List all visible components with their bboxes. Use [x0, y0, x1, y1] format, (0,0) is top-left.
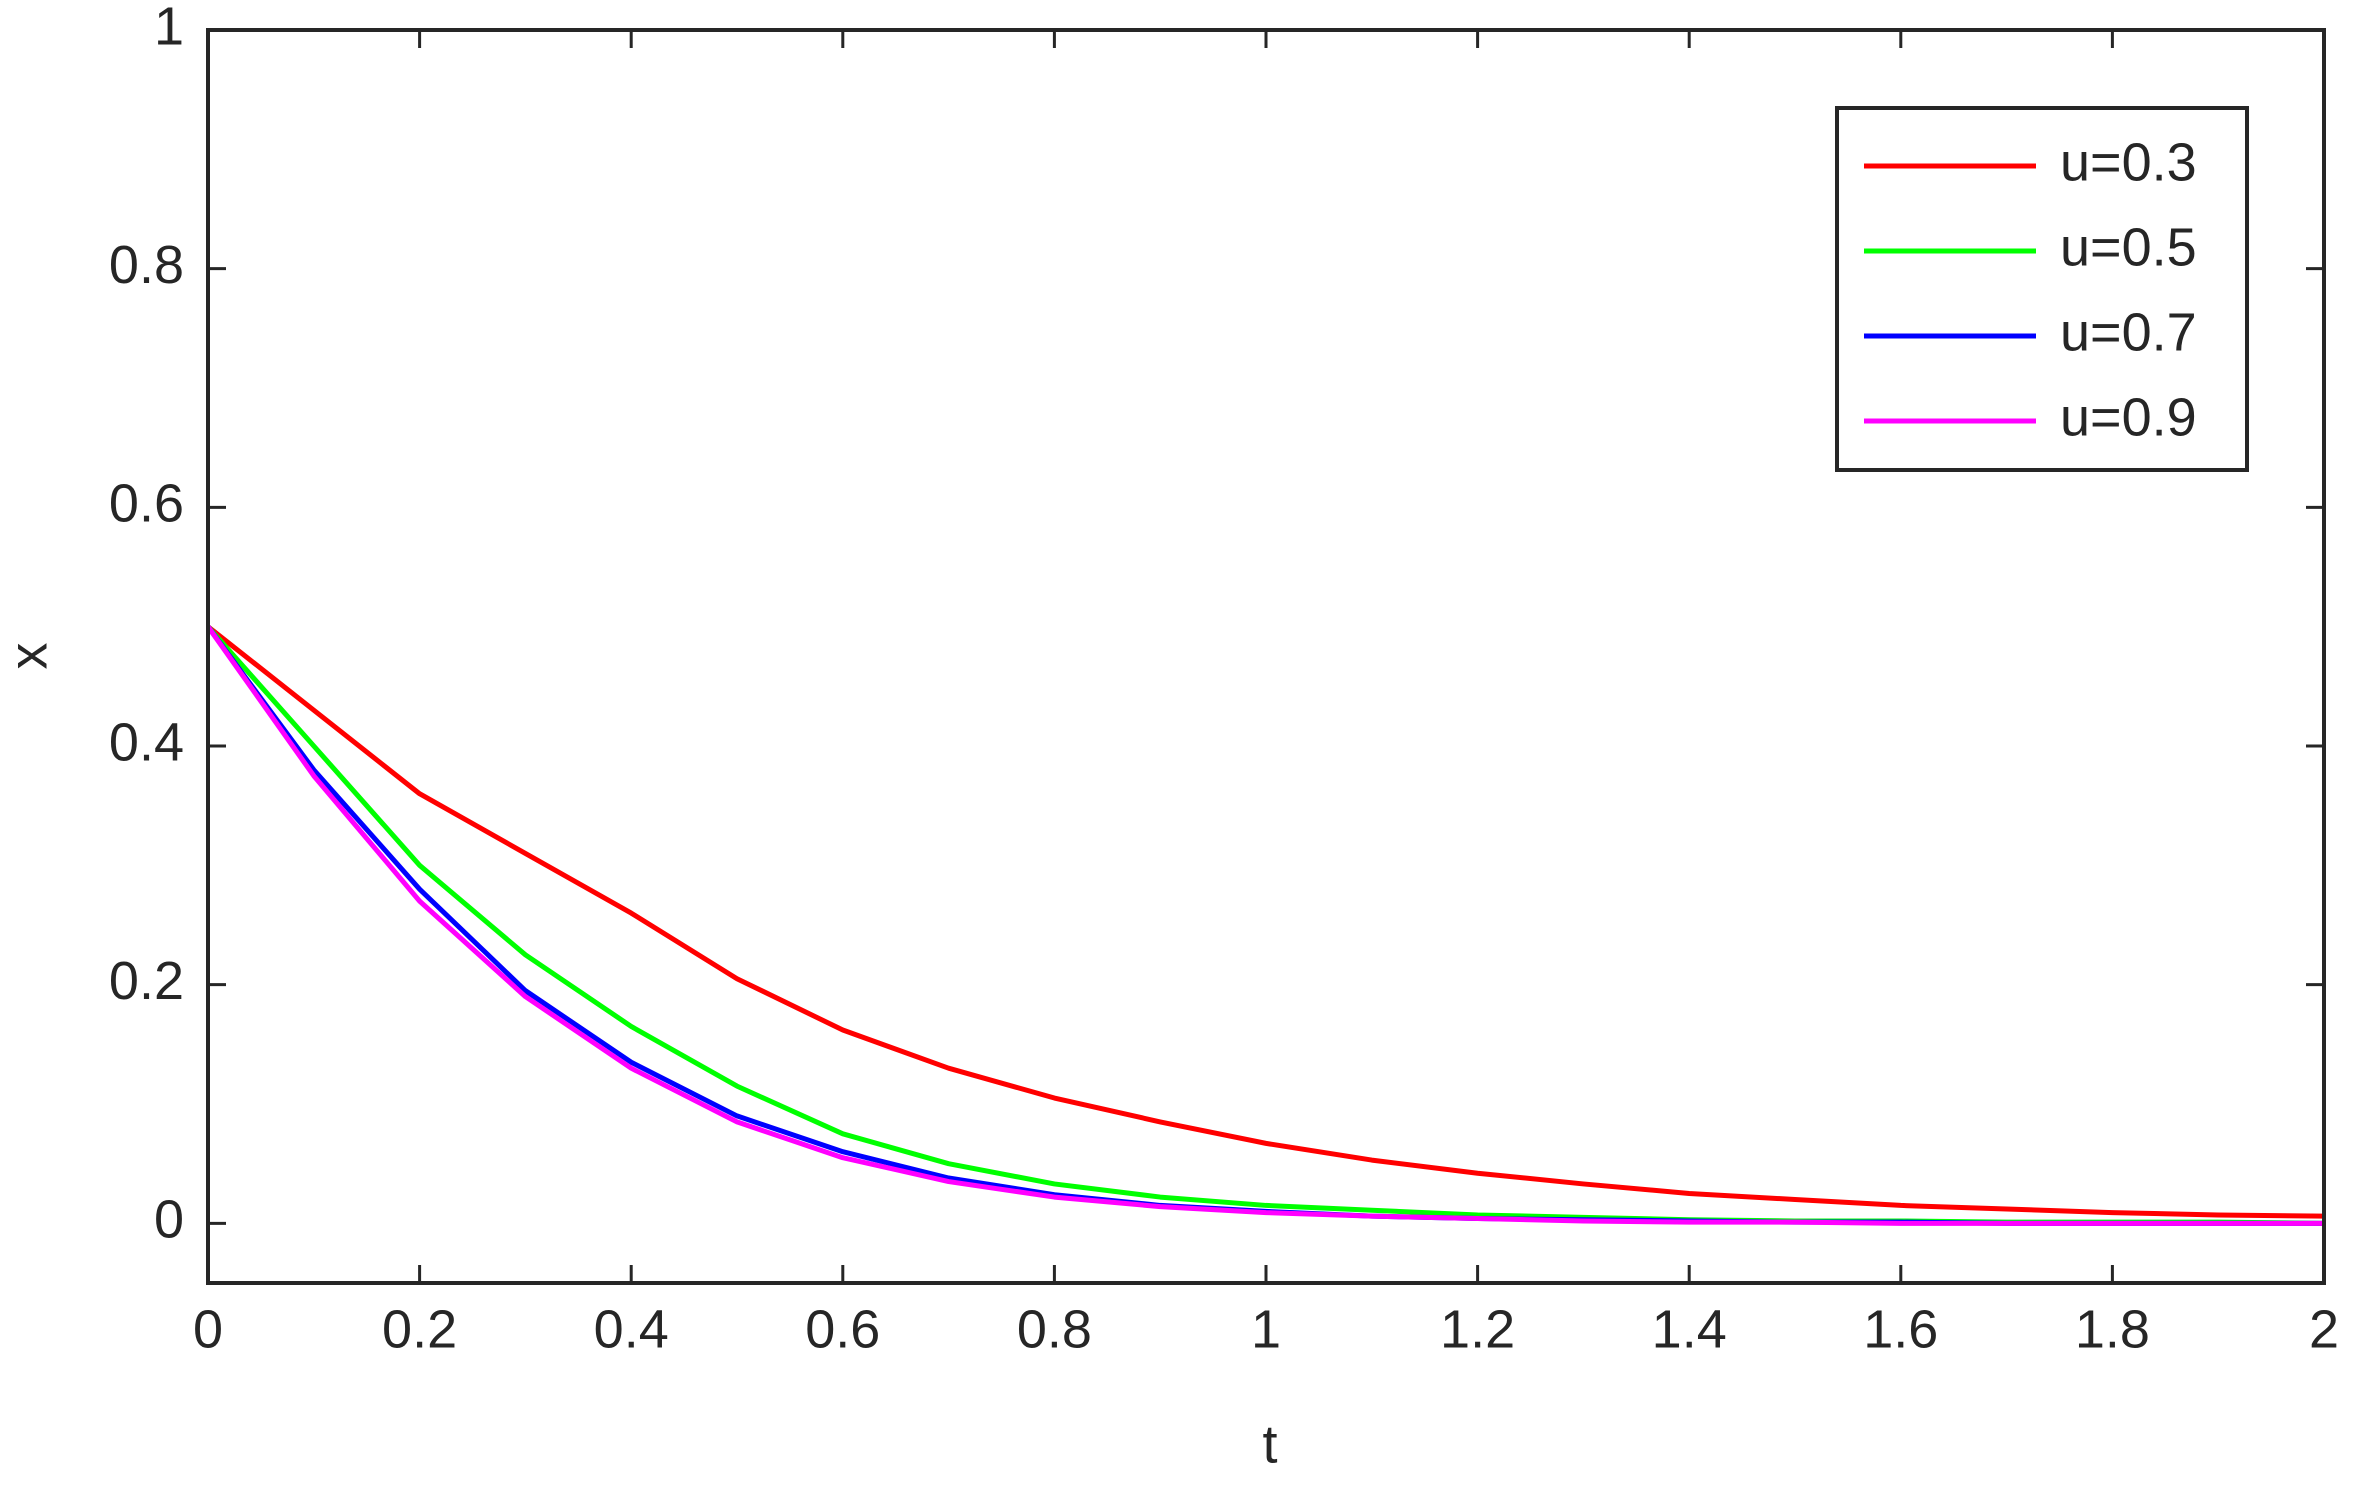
x-tick-label: 0: [193, 1299, 223, 1359]
legend-label: u=0.9: [2060, 387, 2197, 447]
x-tick-label: 0.2: [382, 1299, 457, 1359]
legend-label: u=0.3: [2060, 132, 2197, 192]
y-tick-label: 0.2: [109, 951, 184, 1011]
line-series: [205, 625, 2324, 1226]
x-tick-label: 0.4: [594, 1299, 669, 1359]
x-tick-label: 0.8: [1017, 1299, 1092, 1359]
x-tick-label: 1.2: [1440, 1299, 1515, 1359]
y-tick-label: 0.4: [109, 712, 184, 772]
y-tick-label: 0: [154, 1190, 184, 1250]
legend-label: u=0.7: [2060, 302, 2197, 362]
y-axis-label: x: [0, 643, 58, 670]
y-tick-label: 0.8: [109, 235, 184, 295]
x-tick-label: 1.6: [1863, 1299, 1938, 1359]
x-tick-label: 1.4: [1652, 1299, 1727, 1359]
x-tick-label: 2: [2309, 1299, 2339, 1359]
x-axis-label: t: [1262, 1414, 1277, 1474]
legend-label: u=0.5: [2060, 217, 2197, 277]
x-tick-label: 1.8: [2075, 1299, 2150, 1359]
x-tick-label: 0.6: [805, 1299, 880, 1359]
y-tick-label: 0.6: [109, 474, 184, 534]
plot-frame: [206, 28, 2326, 1285]
line-series: [206, 624, 2325, 1219]
x-tick-label: 1: [1251, 1299, 1281, 1359]
y-tick-label: 1: [154, 0, 184, 56]
